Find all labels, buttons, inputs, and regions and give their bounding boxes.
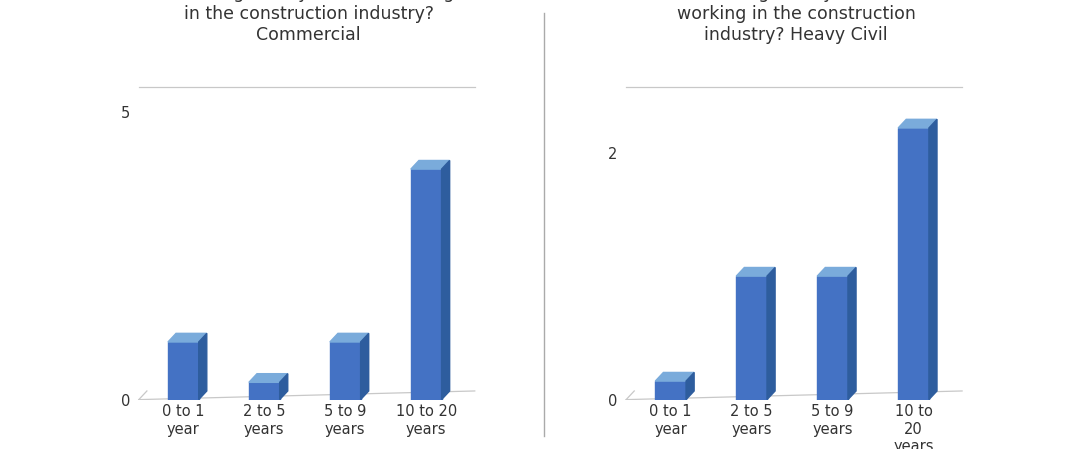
- Bar: [249, 383, 279, 400]
- Polygon shape: [442, 160, 450, 400]
- Polygon shape: [898, 119, 937, 128]
- Bar: [168, 342, 198, 400]
- Polygon shape: [361, 333, 369, 400]
- Polygon shape: [848, 268, 856, 400]
- Bar: [330, 342, 361, 400]
- Polygon shape: [249, 374, 288, 383]
- Bar: [655, 381, 686, 400]
- Polygon shape: [817, 268, 856, 276]
- Polygon shape: [330, 333, 369, 342]
- Title: How long have you been working
in the construction industry?
Commercial: How long have you been working in the co…: [163, 0, 455, 44]
- Polygon shape: [279, 374, 288, 400]
- Bar: [736, 276, 768, 400]
- Bar: [411, 169, 442, 400]
- Polygon shape: [929, 119, 937, 400]
- Title: How long have you been
working in the construction
industry? Heavy Civil: How long have you been working in the co…: [677, 0, 915, 44]
- Polygon shape: [686, 373, 694, 400]
- Polygon shape: [655, 373, 694, 381]
- Polygon shape: [736, 268, 775, 276]
- Bar: [898, 128, 929, 400]
- Polygon shape: [168, 333, 207, 342]
- Polygon shape: [198, 333, 207, 400]
- Polygon shape: [768, 268, 775, 400]
- Bar: [817, 276, 848, 400]
- Polygon shape: [411, 160, 450, 169]
